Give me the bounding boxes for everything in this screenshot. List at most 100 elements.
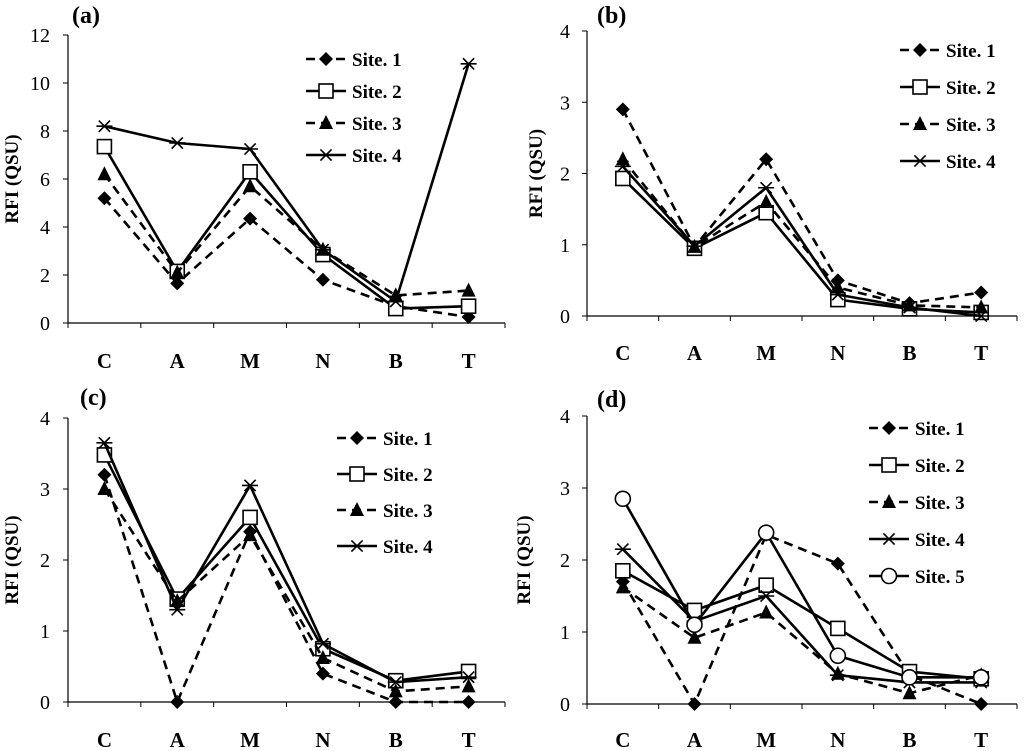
y-tick-label: 12 <box>30 25 50 47</box>
legend-label: Site. 1 <box>352 50 402 71</box>
x-tick-label: B <box>902 341 916 365</box>
legend-entry: Site. 3 <box>337 501 433 522</box>
legend-entry: Site. 1 <box>900 41 996 62</box>
y-tick-label: 0 <box>560 694 570 716</box>
data-point <box>757 524 775 541</box>
data-point <box>97 191 112 206</box>
data-point <box>461 282 476 297</box>
series-site-1 <box>97 191 476 324</box>
y-tick-label: 2 <box>40 550 50 572</box>
data-point <box>242 479 259 492</box>
series-line <box>621 165 982 318</box>
x-tick-label: B <box>389 728 403 751</box>
data-point <box>96 120 113 133</box>
x-tick-label: C <box>97 728 112 751</box>
data-point <box>974 285 989 300</box>
y-tick-label: 4 <box>560 406 570 428</box>
legend-marker <box>318 148 334 162</box>
data-point <box>974 299 989 314</box>
legend-entry: Site. 1 <box>869 419 965 440</box>
data-point <box>830 556 845 571</box>
data-point <box>461 695 476 709</box>
y-tick-label: 3 <box>40 479 50 501</box>
series-site-4 <box>96 436 477 689</box>
data-point <box>169 603 186 616</box>
legend-label: Site. 3 <box>915 493 965 514</box>
data-point <box>972 669 990 686</box>
legend-label: Site. 4 <box>352 146 402 167</box>
legend-marker <box>318 83 334 99</box>
series-line <box>103 173 469 297</box>
data-point <box>829 669 846 682</box>
legend-marker <box>882 421 896 435</box>
y-axis-label: RFI (QSU) <box>2 515 23 604</box>
data-point <box>615 170 631 187</box>
data-point <box>759 194 774 208</box>
x-tick-label: A <box>687 341 703 365</box>
data-point <box>615 562 631 579</box>
data-point <box>460 57 477 70</box>
data-point <box>615 579 630 594</box>
data-point <box>315 666 330 681</box>
data-point <box>315 272 330 287</box>
series-site-4 <box>96 57 477 308</box>
series-site-1 <box>97 467 476 709</box>
legend-label: Site. 2 <box>946 78 996 99</box>
legend-entry: Site. 3 <box>306 114 402 135</box>
data-point <box>758 589 775 603</box>
series-line <box>103 442 469 684</box>
legend-marker <box>349 466 365 482</box>
legend-entry: Site. 3 <box>900 115 996 136</box>
legend-label: Site. 2 <box>383 465 433 486</box>
y-tick-label: 4 <box>40 408 50 430</box>
legend-entry: Site. 1 <box>306 50 402 71</box>
data-point <box>686 240 703 253</box>
legend-label: Site. 3 <box>383 501 433 522</box>
x-tick-label: T <box>974 728 988 751</box>
y-tick-label: 6 <box>40 169 50 191</box>
data-point <box>759 152 774 167</box>
x-tick-label: C <box>97 349 112 373</box>
x-tick-label: M <box>756 341 776 365</box>
data-point <box>687 629 702 644</box>
x-tick-label: T <box>462 349 476 373</box>
legend-marker <box>319 115 333 129</box>
data-point <box>687 697 702 711</box>
x-tick-label: C <box>615 341 630 365</box>
data-point <box>243 211 258 226</box>
legend-entry: Site. 2 <box>306 82 402 103</box>
legend-label: Site. 2 <box>915 456 965 477</box>
data-point <box>388 695 403 709</box>
data-point <box>973 309 990 323</box>
legend-marker <box>882 494 896 508</box>
y-tick-label: 8 <box>40 121 50 143</box>
data-point <box>387 675 404 689</box>
chart-panel: (b) 0 1 2 3 4 C A M N B T RFI (QSU) Site. 1 Site. 2 Sit… <box>526 3 1018 365</box>
series-line <box>103 145 469 310</box>
legend-marker <box>913 43 927 57</box>
legend-entry: Site. 2 <box>337 465 433 486</box>
legend-entry: Site. 5 <box>869 567 965 588</box>
x-tick-label: T <box>462 728 476 751</box>
data-point <box>242 164 258 180</box>
series-line <box>621 498 982 679</box>
data-point <box>170 276 185 291</box>
legend-marker <box>912 79 928 95</box>
data-point <box>97 481 112 495</box>
y-tick-label: 3 <box>560 92 570 114</box>
legend-marker <box>881 457 897 473</box>
legend-label: Site. 5 <box>915 567 965 588</box>
series-line <box>621 158 982 309</box>
data-point <box>901 301 918 314</box>
data-point <box>243 527 258 542</box>
data-point <box>758 577 774 594</box>
y-tick-label: 2 <box>40 265 50 287</box>
legend-marker <box>913 116 927 130</box>
series-site-5 <box>614 490 990 686</box>
y-tick-label: 3 <box>560 478 570 500</box>
data-point <box>96 436 113 450</box>
y-tick-label: 0 <box>560 306 570 328</box>
legend-label: Site. 2 <box>352 82 402 103</box>
y-axis-label: RFI (QSU) <box>2 134 23 223</box>
legend-label: Site. 4 <box>946 152 996 173</box>
